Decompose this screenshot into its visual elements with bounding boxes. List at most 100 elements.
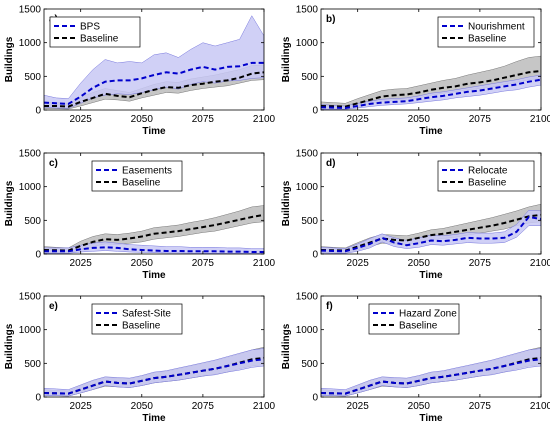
legend-entry: BPS <box>80 22 100 33</box>
legend-entry: Hazard Zone <box>399 309 457 320</box>
x-axis-label: Time <box>419 126 443 137</box>
legend-box <box>91 303 183 335</box>
x-tick-label: 2025 <box>70 401 93 412</box>
panel-label: e) <box>49 301 58 312</box>
axes-frame <box>320 8 542 111</box>
scenario-line <box>321 78 541 110</box>
axes-frame <box>43 152 265 255</box>
x-tick-label: 2050 <box>408 401 431 412</box>
panel-label: d) <box>326 158 335 169</box>
scenario-line <box>44 246 264 253</box>
legend-box <box>437 160 535 192</box>
y-axis-label: Buildings <box>4 180 15 226</box>
panel-5: 0 500 1000 1500 2025 2050 2075 2100 Time Building… <box>4 292 276 425</box>
y-axis-label: Buildings <box>4 323 15 369</box>
y-axis-label: Buildings <box>4 36 15 82</box>
scenario-uncertainty-band <box>321 209 541 254</box>
y-tick-label: 0 <box>312 250 318 261</box>
y-tick-label: 0 <box>312 393 318 404</box>
x-tick-label: 2100 <box>253 258 276 269</box>
legend-entry: Baseline <box>399 321 438 332</box>
panel-3: 0 500 1000 1500 2025 2050 2075 2100 Time Building… <box>4 149 276 282</box>
panel-label: c) <box>49 158 58 169</box>
x-tick-label: 2075 <box>469 401 492 412</box>
x-tick-label: 2025 <box>347 258 370 269</box>
panel-2: 0 500 1000 1500 2025 2050 2075 2100 Time Building… <box>281 5 550 138</box>
y-axis-label: Buildings <box>281 323 292 369</box>
baseline-line <box>44 71 264 108</box>
axes-frame <box>320 295 542 398</box>
data-layer <box>44 15 264 110</box>
legend-box <box>368 303 460 335</box>
data-layer <box>44 346 264 397</box>
x-tick-label: 2050 <box>131 114 154 125</box>
x-axis-label: Time <box>142 413 166 424</box>
y-tick-label: 500 <box>301 72 318 83</box>
scenario-uncertainty-band <box>44 241 264 254</box>
y-tick-label: 1500 <box>19 5 42 16</box>
y-tick-label: 1500 <box>296 292 319 303</box>
x-tick-label: 2075 <box>192 258 215 269</box>
x-tick-label: 2025 <box>347 401 370 412</box>
x-tick-label: 2100 <box>530 114 550 125</box>
baseline-line <box>321 69 541 108</box>
x-tick-label: 2100 <box>530 401 550 412</box>
legend-box <box>437 16 535 48</box>
scenario-line <box>44 358 264 395</box>
x-tick-label: 2075 <box>192 401 215 412</box>
x-tick-label: 2025 <box>347 114 370 125</box>
legend-entry: Baseline <box>80 34 119 45</box>
y-tick-label: 1500 <box>296 5 319 16</box>
y-axis-label: Buildings <box>281 180 292 226</box>
x-axis-label: Time <box>419 270 443 281</box>
y-axis-label: Buildings <box>281 36 292 82</box>
legend-entry: Baseline <box>122 178 161 189</box>
scenario-line <box>44 61 264 105</box>
panel-6: 0 500 1000 1500 2025 2050 2075 2100 Time Building… <box>281 292 550 425</box>
y-tick-label: 0 <box>35 106 41 117</box>
axes-frame <box>43 8 265 111</box>
x-tick-label: 2050 <box>131 401 154 412</box>
legend-box <box>91 160 183 192</box>
x-axis-label: Time <box>419 413 443 424</box>
y-tick-label: 500 <box>24 72 41 83</box>
baseline-line <box>44 213 264 252</box>
x-tick-label: 2075 <box>469 114 492 125</box>
x-tick-label: 2075 <box>469 258 492 269</box>
y-tick-label: 500 <box>24 359 41 370</box>
legend-entry: Baseline <box>468 178 507 189</box>
baseline-line <box>321 213 541 252</box>
legend-entry: Baseline <box>468 34 507 45</box>
data-layer <box>321 55 541 110</box>
axes-frame <box>43 295 265 398</box>
scenario-uncertainty-band <box>321 74 541 110</box>
panel-label: f) <box>326 301 333 312</box>
y-tick-label: 500 <box>301 216 318 227</box>
y-tick-label: 1500 <box>19 149 42 160</box>
legend-box <box>49 16 141 48</box>
x-tick-label: 2025 <box>70 114 93 125</box>
data-layer <box>321 203 541 254</box>
x-tick-label: 2050 <box>408 258 431 269</box>
panel-label: b) <box>326 14 335 25</box>
x-tick-label: 2025 <box>70 258 93 269</box>
legend-entry: Nourishment <box>468 22 525 33</box>
scenario-line <box>321 215 541 253</box>
scenario-line <box>321 358 541 395</box>
legend-entry: Safest-Site <box>122 309 171 320</box>
y-tick-label: 1000 <box>19 325 42 336</box>
y-tick-label: 1000 <box>19 38 42 49</box>
y-tick-label: 1000 <box>296 38 319 49</box>
y-tick-label: 500 <box>301 359 318 370</box>
panel-1: 0 500 1000 1500 2025 2050 2075 2100 Time Building… <box>4 5 276 138</box>
y-tick-label: 1000 <box>296 182 319 193</box>
y-tick-label: 1000 <box>19 182 42 193</box>
x-tick-label: 2100 <box>253 114 276 125</box>
y-tick-label: 0 <box>312 106 318 117</box>
legend-entry: Baseline <box>122 321 161 332</box>
